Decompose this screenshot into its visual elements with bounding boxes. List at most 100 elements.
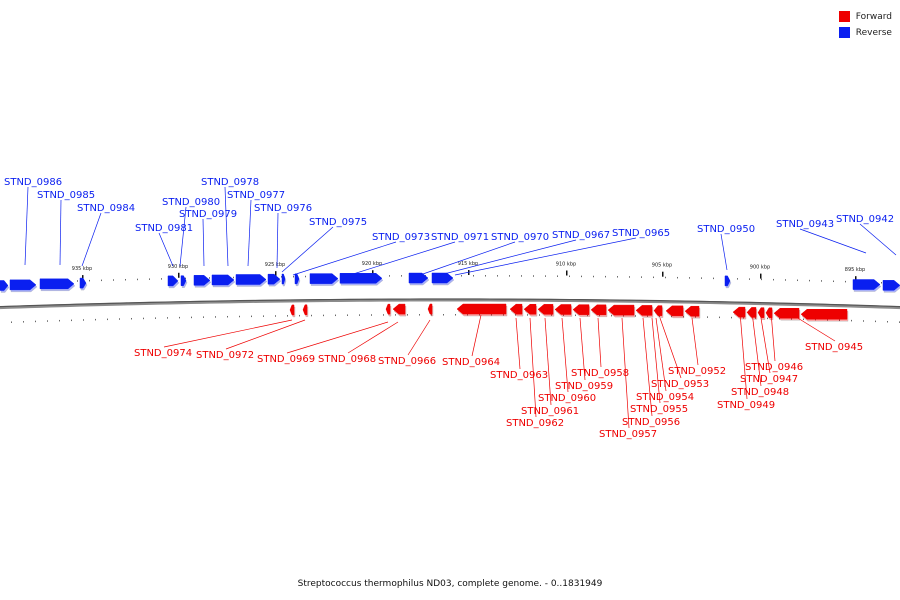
reverse-gene <box>39 278 75 290</box>
reverse-leader <box>799 228 867 254</box>
minor-tick <box>809 279 810 282</box>
minor-tick <box>311 314 312 317</box>
minor-tick <box>77 280 78 282</box>
reverse-gene-label: STND_0979 <box>179 209 237 220</box>
forward-gene-label: STND_0960 <box>538 393 596 404</box>
reverse-gene <box>235 274 267 285</box>
minor-tick <box>617 276 618 278</box>
minor-tick <box>281 276 282 278</box>
forward-gene-label: STND_0966 <box>378 356 436 367</box>
legend-reverse-label: Reverse <box>855 27 892 38</box>
minor-tick <box>863 320 864 322</box>
minor-tick <box>131 317 132 320</box>
forward-leader <box>597 317 602 368</box>
minor-tick <box>887 320 888 323</box>
forward-leader <box>529 317 537 418</box>
minor-tick <box>347 314 348 316</box>
reverse-gene-label: STND_0985 <box>37 190 95 201</box>
forward-gene <box>757 307 765 318</box>
minor-tick <box>227 315 228 318</box>
forward-gene <box>289 304 295 316</box>
forward-gene <box>684 305 700 317</box>
major-tick <box>566 270 568 276</box>
minor-tick <box>749 278 750 280</box>
minor-tick <box>83 319 84 321</box>
minor-tick <box>161 278 162 280</box>
forward-gene-label: STND_0974 <box>134 348 192 359</box>
minor-tick <box>875 320 876 323</box>
reverse-gene <box>882 280 900 291</box>
forward-leader <box>621 317 630 429</box>
minor-tick <box>113 279 114 281</box>
minor-tick <box>443 314 444 316</box>
forward-gene-label: STND_0952 <box>668 366 726 377</box>
major-tick <box>855 276 857 282</box>
minor-tick <box>479 314 480 316</box>
forward-gene <box>302 304 308 316</box>
minor-tick <box>359 314 360 316</box>
minor-tick <box>335 314 336 317</box>
forward-leader <box>515 317 521 370</box>
minor-tick <box>791 318 792 320</box>
minor-tick <box>731 316 732 319</box>
minor-tick <box>539 314 540 316</box>
forward-leader <box>651 317 661 404</box>
reverse-leader <box>224 186 229 267</box>
minor-tick <box>179 316 180 319</box>
minor-tick <box>203 316 204 318</box>
reverse-gene <box>852 279 881 290</box>
reverse-gene-label: STND_0976 <box>254 203 312 214</box>
minor-tick <box>431 314 432 316</box>
minor-tick <box>575 314 576 317</box>
forward-gene-label: STND_0964 <box>442 357 500 368</box>
minor-tick <box>467 314 468 316</box>
minor-tick <box>293 275 294 278</box>
minor-tick <box>587 314 588 317</box>
minor-tick <box>803 318 804 321</box>
forward-gene-label: STND_0962 <box>506 418 564 429</box>
forward-leader <box>579 317 586 381</box>
minor-tick <box>695 316 696 318</box>
minor-tick <box>821 280 822 282</box>
minor-tick <box>515 314 516 316</box>
minor-tick <box>11 321 12 323</box>
reverse-leader <box>276 212 279 269</box>
forward-gene-label: STND_0969 <box>257 354 315 365</box>
minor-tick <box>629 276 630 278</box>
forward-leader <box>770 311 776 362</box>
minor-tick <box>215 316 216 318</box>
minor-tick <box>299 314 300 317</box>
minor-tick <box>671 315 672 318</box>
scale-label: 930 kbp <box>168 264 188 270</box>
minor-tick <box>839 319 840 322</box>
minor-tick <box>167 317 168 319</box>
reverse-leader <box>24 186 29 266</box>
minor-tick <box>683 315 684 318</box>
reverse-gene <box>211 274 235 286</box>
minor-tick <box>599 314 600 317</box>
minor-tick <box>545 275 546 277</box>
minor-tick <box>101 279 102 282</box>
minor-tick <box>191 316 192 319</box>
reverse-leader <box>179 206 187 267</box>
reverse-leader <box>439 239 577 276</box>
legend-reverse: Reverse <box>838 25 892 40</box>
scale-label: 920 kbp <box>362 261 382 267</box>
scale-label: 900 kbp <box>750 265 770 271</box>
reverse-gene-label: STND_0970 <box>491 232 549 243</box>
reverse-gene-label: STND_0984 <box>77 203 135 214</box>
forward-gene <box>456 303 507 315</box>
minor-tick <box>149 278 150 280</box>
forward-leader <box>544 317 552 406</box>
reverse-leader <box>859 223 897 256</box>
minor-tick <box>119 318 120 320</box>
reverse-gene-label: STND_0975 <box>309 217 367 228</box>
minor-tick <box>485 275 486 277</box>
reverse-gene <box>180 275 187 286</box>
forward-gene <box>653 305 663 316</box>
forward-gene <box>523 303 537 315</box>
forward-gene-label: STND_0961 <box>521 406 579 417</box>
reverse-gene <box>9 279 37 291</box>
